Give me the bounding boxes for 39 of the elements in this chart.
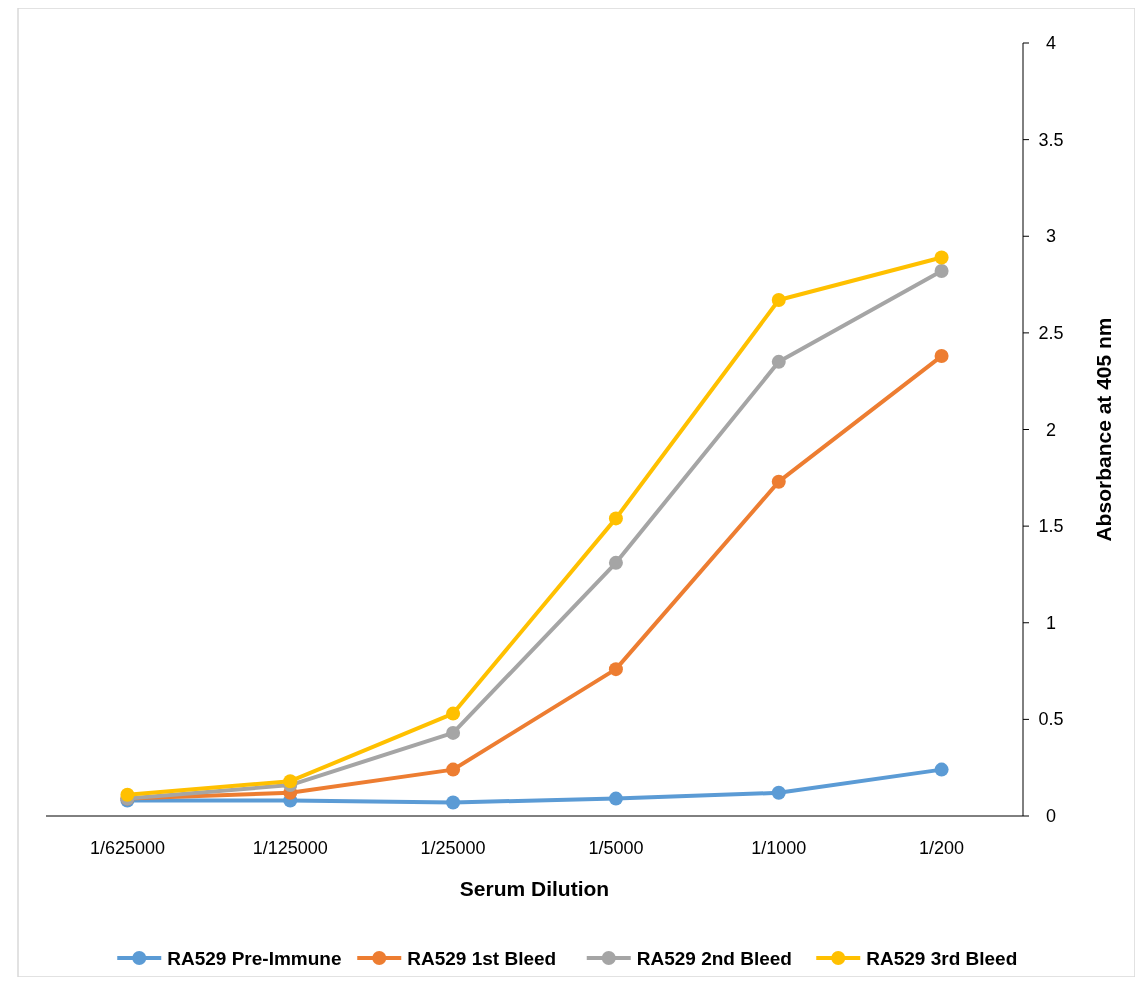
x-tick-label: 1/25000 xyxy=(420,838,486,858)
legend-label: RA529 Pre-Immune xyxy=(167,948,342,969)
x-axis-title: Serum Dilution xyxy=(459,877,610,900)
point xyxy=(934,250,949,265)
point xyxy=(608,555,623,570)
y-axis-title: Absorbance at 405 nm xyxy=(1092,317,1115,542)
legend-label: RA529 1st Bleed xyxy=(407,948,557,969)
legend-label: RA529 3rd Bleed xyxy=(866,948,1018,969)
point xyxy=(608,791,623,806)
point xyxy=(934,349,949,364)
y-tick-label: 2 xyxy=(1045,419,1057,440)
point xyxy=(120,787,135,802)
x-tick-label: 1/625000 xyxy=(89,838,165,858)
x-tick-label: 1/125000 xyxy=(252,838,328,858)
point xyxy=(446,795,461,810)
point xyxy=(771,293,786,308)
y-tick-label: 4 xyxy=(1045,33,1057,53)
x-tick-label: 1/1000 xyxy=(751,838,807,858)
point xyxy=(771,354,786,369)
point xyxy=(934,264,949,279)
y-tick-label: 2.5 xyxy=(1038,322,1064,343)
legend-label: RA529 2nd Bleed xyxy=(636,948,792,969)
x-tick-label: 1/200 xyxy=(919,838,965,858)
y-tick-label: 3 xyxy=(1045,226,1057,247)
point xyxy=(608,662,623,677)
point xyxy=(771,785,786,800)
point xyxy=(446,706,461,721)
point xyxy=(446,762,461,777)
point xyxy=(446,725,461,740)
point xyxy=(608,511,623,526)
point xyxy=(771,474,786,489)
y-tick-label: 0.5 xyxy=(1038,709,1064,730)
y-tick-label: 3.5 xyxy=(1038,129,1064,150)
point xyxy=(283,774,298,789)
y-tick-label: 1.5 xyxy=(1038,516,1064,537)
point xyxy=(934,762,949,777)
y-tick-label: 0 xyxy=(1045,806,1057,826)
x-tick-label: 1/5000 xyxy=(588,838,644,858)
y-tick-label: 1 xyxy=(1045,612,1057,633)
